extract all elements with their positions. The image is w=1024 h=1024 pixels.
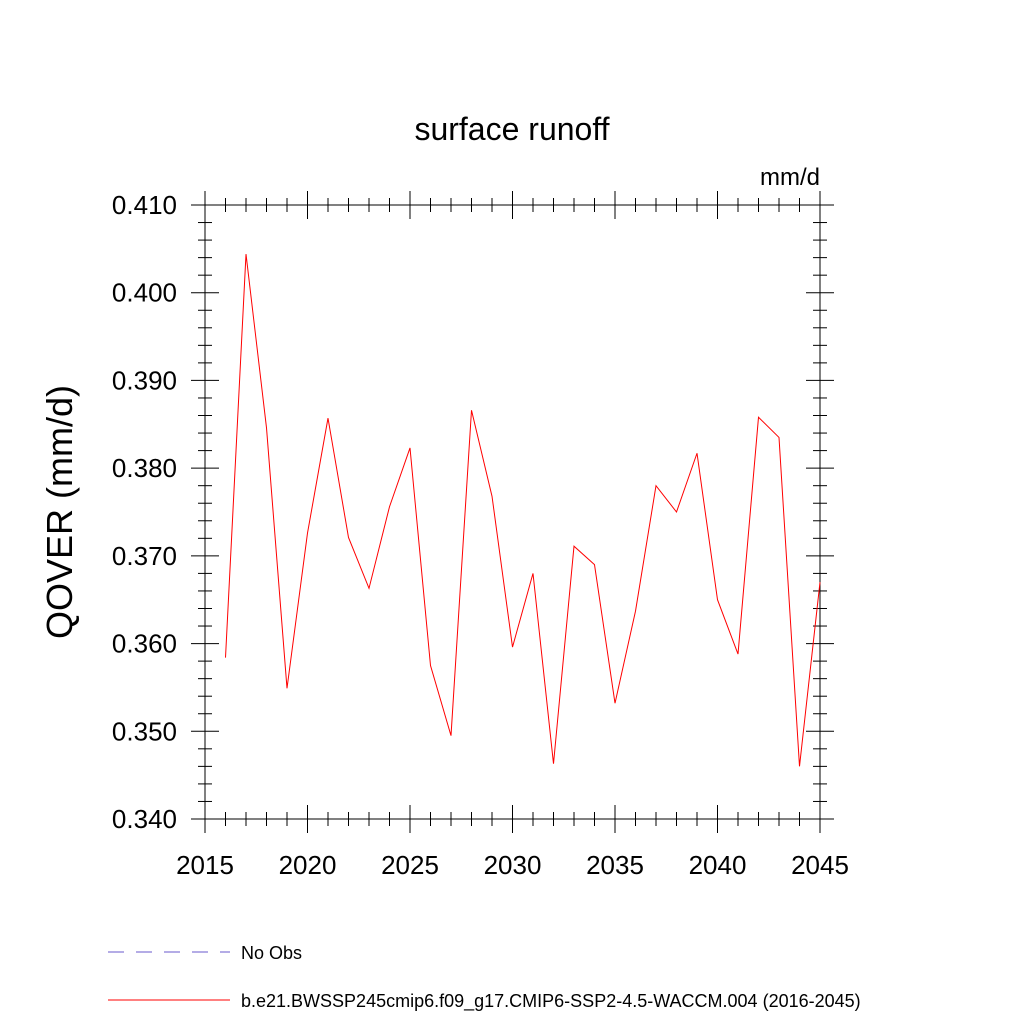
series-layer: [225, 254, 821, 767]
y-tick-label: 0.400: [112, 278, 177, 308]
y-tick-label: 0.380: [112, 453, 177, 483]
y-tick-label: 0.360: [112, 629, 177, 659]
y-axis-label: QOVER (mm/d): [39, 385, 80, 639]
plot-frame: [204, 204, 821, 820]
x-tick-label: 2015: [176, 850, 234, 880]
series-line: [225, 254, 821, 767]
legend: No Obs b.e21.BWSSP245cmip6.f09_g17.CMIP6-…: [108, 943, 861, 1012]
x-tick-label: 2045: [791, 850, 849, 880]
x-tick-label: 2025: [381, 850, 439, 880]
legend-label: No Obs: [241, 943, 302, 963]
y-tick-label: 0.370: [112, 541, 177, 571]
chart-title: surface runoff: [414, 111, 609, 147]
x-tick-label: 2035: [586, 850, 644, 880]
axis-tick-labels: 2015 2020 2025 2030 2035 2040 2045 0.340 0.350 0.…: [112, 190, 849, 880]
x-tick-label: 2030: [484, 850, 542, 880]
x-tick-label: 2040: [689, 850, 747, 880]
y-tick-label: 0.390: [112, 365, 177, 395]
units-label: mm/d: [760, 164, 820, 191]
legend-label: b.e21.BWSSP245cmip6.f09_g17.CMIP6-SSP2-4…: [241, 991, 861, 1012]
axis-ticks: [191, 191, 834, 833]
y-tick-label: 0.410: [112, 190, 177, 220]
x-tick-label: 2020: [279, 850, 337, 880]
y-tick-label: 0.340: [112, 804, 177, 834]
y-tick-label: 0.350: [112, 716, 177, 746]
